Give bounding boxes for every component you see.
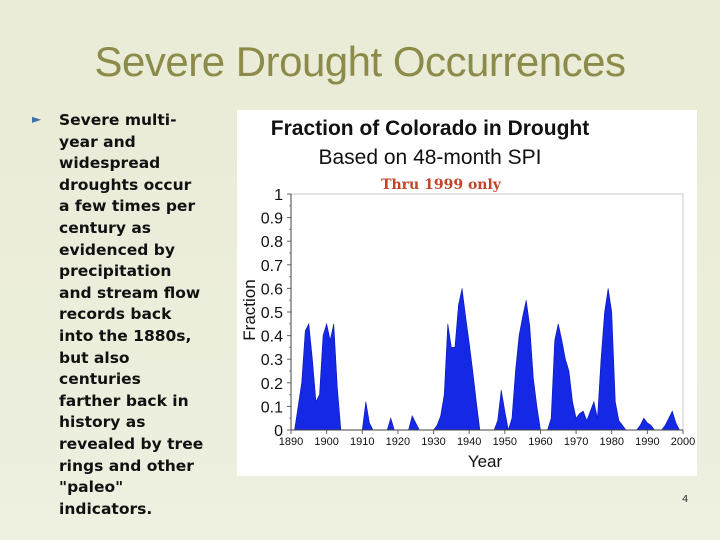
x-tick-label: 1980 (599, 436, 623, 448)
y-tick-label: 0.8 (261, 234, 283, 251)
y-tick-label: 0.9 (261, 211, 283, 228)
x-tick-label: 1910 (350, 436, 374, 448)
x-tick-label: 2000 (671, 436, 695, 448)
bullet-arrow-icon: ► (32, 112, 42, 126)
y-tick-label: 0 (274, 423, 283, 440)
y-tick-label: 1 (274, 187, 283, 204)
y-tick-label: 0.2 (261, 376, 283, 393)
x-tick-label: 1970 (564, 436, 588, 448)
x-axis-label: Year (468, 452, 503, 471)
x-tick-label: 1920 (386, 436, 410, 448)
y-tick-label: 0.6 (261, 281, 283, 298)
y-tick-label: 0.1 (261, 399, 283, 416)
x-tick-label: 1940 (457, 436, 481, 448)
y-tick-label: 0.3 (261, 352, 283, 369)
drought-area-series (291, 288, 680, 431)
y-tick-label: 0.5 (261, 305, 283, 322)
chart-title: Fraction of Colorado in Drought (271, 117, 589, 140)
y-tick-label: 0.4 (261, 329, 283, 346)
y-tick-label: 0.7 (261, 258, 283, 275)
chart-subtitle: Based on 48-month SPI (319, 146, 542, 169)
chart-annotation: Thru 1999 only (381, 177, 502, 193)
slide-title: Severe Drought Occurrences (94, 38, 626, 85)
chart-svg: Fraction of Colorado in Drought Based on… (240, 117, 695, 471)
x-tick-label: 1960 (528, 436, 552, 448)
plot-frame (290, 193, 684, 431)
x-tick-label: 1890 (279, 436, 303, 448)
x-tick-label: 1900 (314, 436, 338, 448)
drought-chart: Fraction of Colorado in Drought Based on… (237, 110, 697, 476)
y-axis-label: Fraction (240, 279, 259, 340)
x-tick-label: 1930 (421, 436, 445, 448)
page-number: 4 (682, 494, 689, 505)
bullet-text: Severe multi-year and widespread drought… (59, 111, 204, 518)
x-tick-label: 1950 (493, 436, 517, 448)
x-tick-label: 1990 (635, 436, 659, 448)
